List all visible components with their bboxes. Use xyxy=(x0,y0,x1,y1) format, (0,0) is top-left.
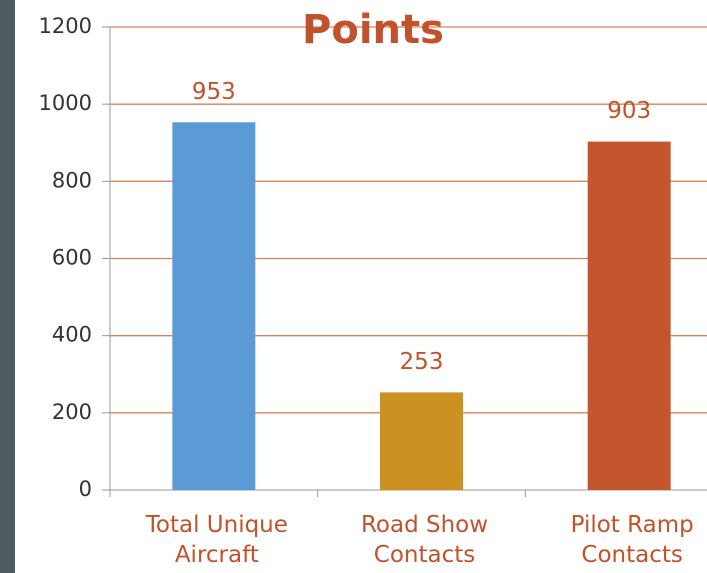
data-label: 903 xyxy=(607,98,651,124)
data-label: 253 xyxy=(400,349,444,375)
data-label: 953 xyxy=(192,79,236,105)
y-tick-label: 1200 xyxy=(39,14,92,38)
bar xyxy=(172,122,256,490)
y-tick-label: 400 xyxy=(52,323,92,347)
y-tick-label: 600 xyxy=(52,246,92,270)
x-tick-label: Road Show Contacts xyxy=(360,512,489,568)
x-tick-label: Total Unique Aircraft xyxy=(145,512,288,568)
bar xyxy=(587,141,671,490)
chart-title: Points xyxy=(302,7,444,53)
y-tick-label: 0 xyxy=(79,477,92,501)
y-tick-label: 800 xyxy=(52,168,92,192)
bar xyxy=(380,392,463,490)
x-tick-label: Pilot Ramp Contacts xyxy=(570,512,694,568)
side-strip xyxy=(0,0,15,573)
y-tick-label: 200 xyxy=(52,400,92,424)
y-tick-label: 1000 xyxy=(39,91,92,115)
